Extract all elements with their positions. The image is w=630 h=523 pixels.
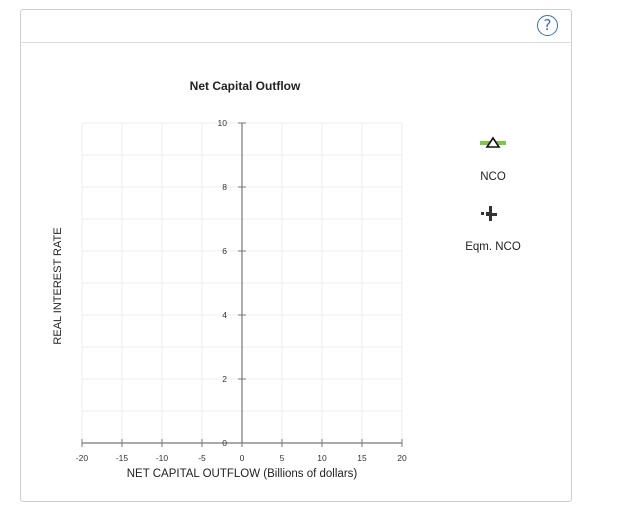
graph-panel	[20, 9, 572, 502]
x-axis-label: NET CAPITAL OUTFLOW (Billions of dollars…	[126, 468, 358, 480]
x-tick-label: 0	[240, 453, 245, 463]
x-tick-label: -5	[198, 453, 206, 463]
x-tick-label: -15	[116, 453, 129, 463]
eqm-nco-tool-icon[interactable]	[478, 205, 504, 225]
legend-nco-label: NCO	[480, 171, 506, 183]
chart-title: Net Capital Outflow	[189, 79, 301, 93]
x-tick-label: 20	[397, 453, 407, 463]
nco-tool-icon[interactable]	[478, 135, 508, 151]
x-tick-label: 15	[357, 453, 367, 463]
x-tick-label: -20	[76, 453, 89, 463]
y-tick-label: 10	[218, 118, 228, 128]
help-icon[interactable]: ?	[537, 15, 558, 36]
panel-divider	[21, 42, 571, 43]
x-tick-label: -10	[156, 453, 169, 463]
x-tick-label: 10	[317, 453, 327, 463]
x-tick-label: 5	[280, 453, 285, 463]
y-axis-label: REAL INTEREST RATE	[52, 227, 64, 345]
y-tick-label: 6	[222, 246, 227, 256]
y-tick-label: 4	[222, 310, 227, 320]
y-tick-label: 2	[222, 374, 227, 384]
y-tick-label: 8	[222, 182, 227, 192]
y-tick-label: 0	[222, 438, 227, 448]
legend-eqm-nco-label: Eqm. NCO	[465, 241, 521, 253]
